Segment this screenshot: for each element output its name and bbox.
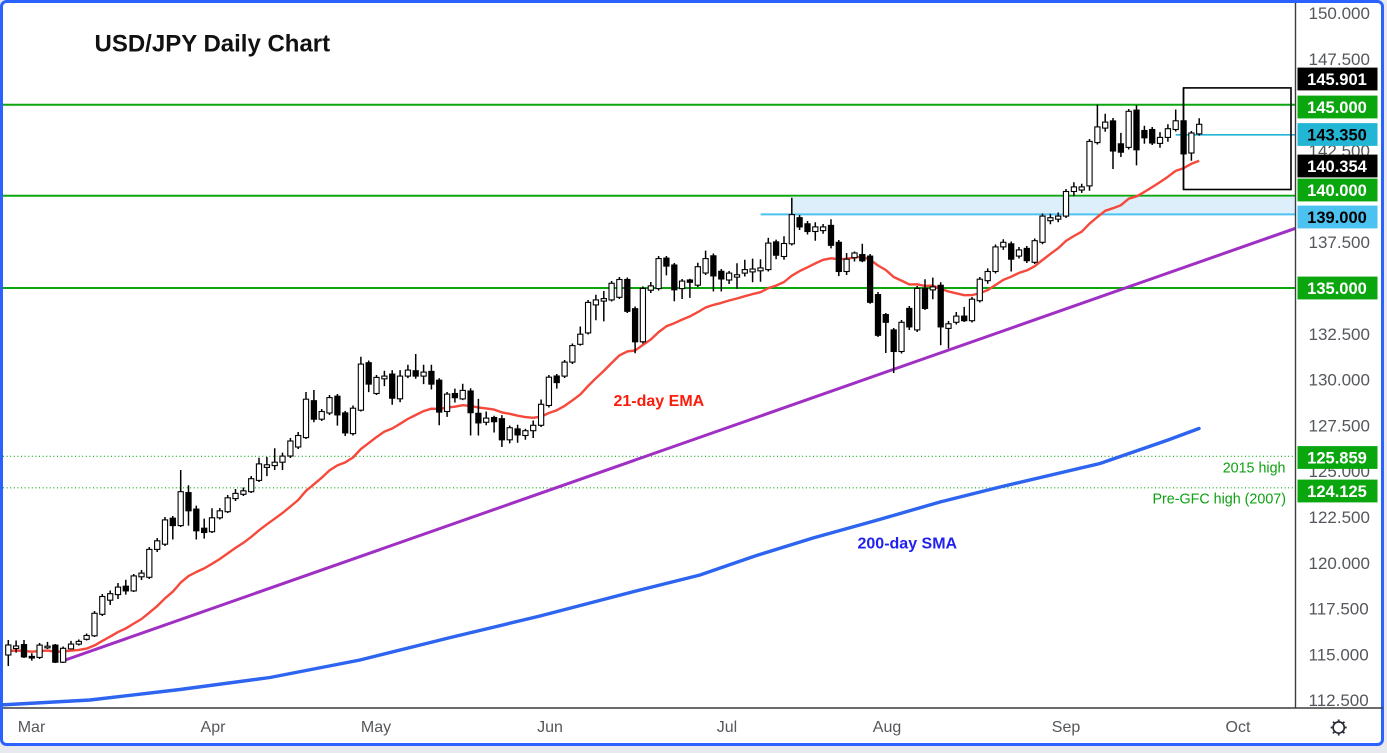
svg-text:122.500: 122.500 [1309,508,1370,527]
svg-text:143.350: 143.350 [1307,126,1367,144]
svg-text:Jul: Jul [717,719,737,736]
svg-text:112.500: 112.500 [1309,691,1369,710]
svg-text:115.000: 115.000 [1309,645,1369,664]
svg-text:124.125: 124.125 [1307,483,1367,501]
svg-text:200-day SMA: 200-day SMA [858,536,958,553]
svg-text:130.000: 130.000 [1309,371,1370,390]
svg-text:2015 high: 2015 high [1223,461,1286,477]
svg-text:135.000: 135.000 [1307,280,1367,298]
svg-text:Pre-GFC high (2007): Pre-GFC high (2007) [1153,492,1287,508]
svg-text:USD/JPY Daily Chart: USD/JPY Daily Chart [95,31,331,58]
svg-text:137.500: 137.500 [1309,233,1370,252]
svg-text:127.500: 127.500 [1309,416,1370,435]
svg-text:140.354: 140.354 [1307,158,1367,176]
svg-text:120.000: 120.000 [1309,554,1370,573]
svg-text:117.500: 117.500 [1309,600,1369,619]
svg-text:147.500: 147.500 [1309,50,1370,69]
svg-text:May: May [361,719,391,736]
svg-text:125.859: 125.859 [1307,449,1367,467]
svg-text:145.000: 145.000 [1307,99,1367,117]
svg-text:139.000: 139.000 [1307,209,1367,227]
svg-text:140.000: 140.000 [1307,182,1367,200]
svg-text:Apr: Apr [201,719,227,736]
svg-text:Aug: Aug [873,719,901,736]
svg-text:132.500: 132.500 [1309,325,1370,344]
svg-text:Sep: Sep [1052,719,1081,736]
svg-text:145.901: 145.901 [1307,71,1367,89]
svg-text:Mar: Mar [18,719,46,736]
svg-text:Oct: Oct [1226,719,1251,736]
svg-text:21-day EMA: 21-day EMA [614,393,705,410]
svg-text:Jun: Jun [537,719,563,736]
svg-text:150.000: 150.000 [1309,4,1370,23]
